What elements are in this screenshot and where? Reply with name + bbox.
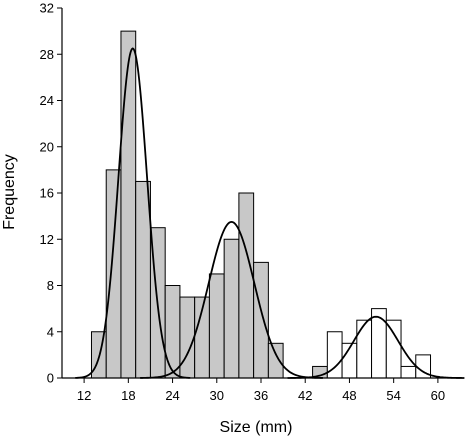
x-tick-label-2: 24	[165, 388, 179, 403]
y-tick-label-3: 12	[40, 232, 54, 247]
y-tick-label-0: 0	[47, 371, 54, 386]
x-axis-title: Size (mm)	[220, 419, 293, 436]
histogram-bar-0-5	[164, 285, 181, 379]
fitted-curve-1	[140, 220, 323, 379]
y-tick-label-6: 24	[40, 93, 54, 108]
histogram-bar-1-2	[356, 319, 373, 379]
y-tick-label-5: 20	[40, 139, 54, 154]
histogram-bar-1-5	[400, 365, 417, 379]
histogram-bars	[90, 30, 432, 379]
histogram-bar-0-9	[223, 238, 240, 379]
histogram-bar-1-3	[371, 308, 387, 379]
histogram-bar-0-6	[179, 296, 196, 379]
y-tick-label-7: 28	[40, 47, 54, 62]
y-tick-label-1: 4	[47, 324, 54, 339]
histogram-bar-0-11	[253, 261, 269, 379]
histogram-bar-0-8	[208, 273, 225, 379]
x-tick-label-7: 54	[386, 388, 400, 403]
x-tick-label-4: 36	[254, 388, 268, 403]
histogram-bar-0-2	[120, 30, 137, 379]
x-tick-label-3: 30	[210, 388, 224, 403]
x-tick-label-6: 48	[342, 388, 356, 403]
histogram-bar-0-3	[135, 180, 151, 379]
fitted-curve-0	[75, 47, 191, 379]
y-tick-label-8: 32	[40, 1, 54, 16]
x-tick-label-0: 12	[77, 388, 91, 403]
histogram-bar-0-12	[267, 342, 284, 379]
fitted-curves	[75, 47, 465, 379]
y-tick-label-4: 16	[40, 186, 54, 201]
y-axis-title: Frequency	[1, 154, 18, 230]
fitted-curve-2	[287, 315, 465, 379]
x-tick-label-8: 60	[431, 388, 445, 403]
y-tick-label-2: 8	[47, 278, 54, 293]
histogram-bar-0-10	[238, 192, 255, 379]
histogram-bar-0-1	[105, 169, 122, 379]
x-tick-label-1: 18	[121, 388, 135, 403]
histogram-bar-1-4	[385, 319, 402, 379]
x-tick-label-5: 42	[298, 388, 312, 403]
